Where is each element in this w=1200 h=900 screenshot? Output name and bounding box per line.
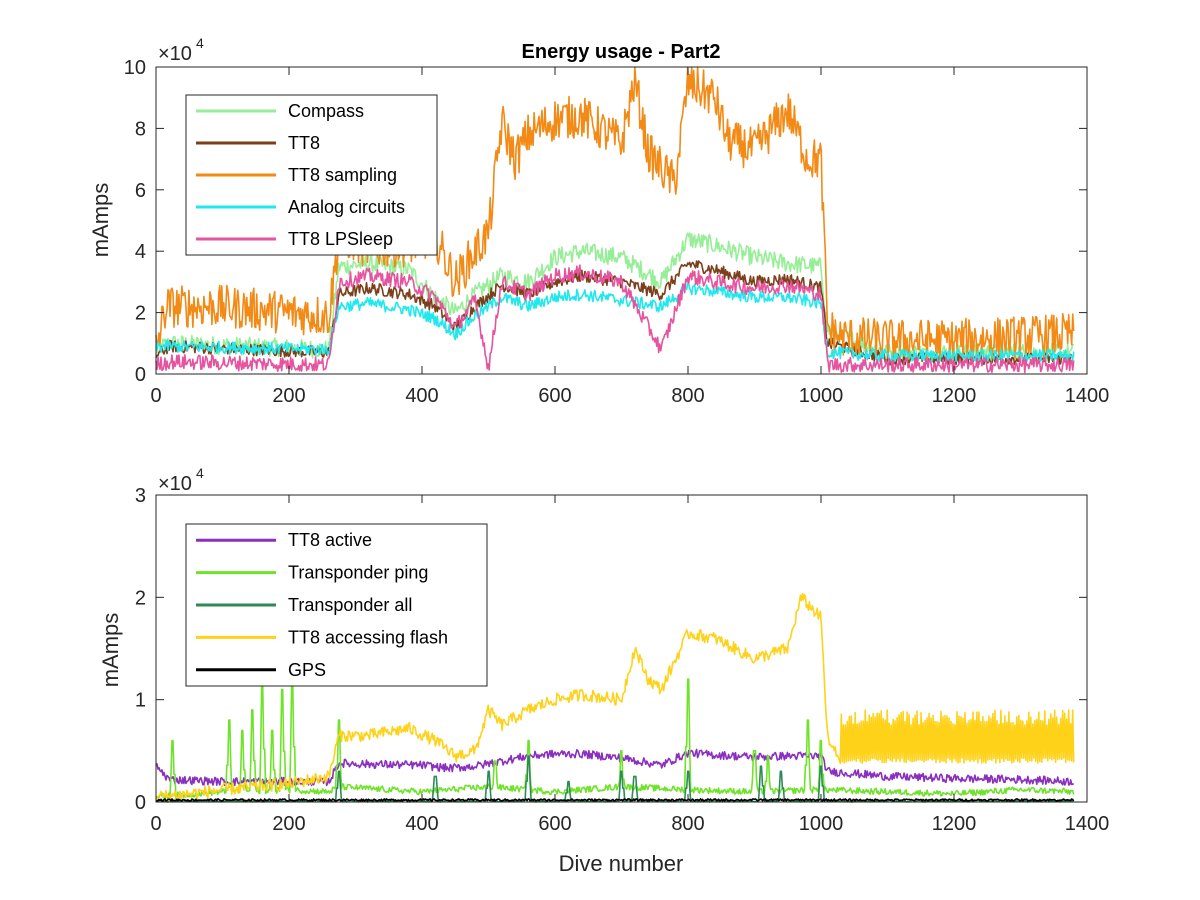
top-x-tick-label: 800 [671, 385, 704, 407]
top-series-line-tt8-lpsleep [155, 264, 1075, 374]
top-x-tick-label: 200 [272, 385, 305, 407]
bottom-plot-frame [155, 494, 1088, 803]
top-ticks: 0 200 400 600 800 1000 1200 1400 0 2 4 6 8 10 [124, 57, 1110, 407]
bottom-legend-entry: TT8 accessing flash [288, 627, 448, 647]
bottom-y-multiplier: ×10 [158, 473, 192, 495]
top-y-tick-label: 8 [135, 118, 146, 140]
top-legend-entry: Analog circuits [288, 197, 405, 217]
top-x-tick-label: 1200 [932, 385, 977, 407]
top-y-exponent: ×10 4 [158, 35, 204, 65]
top-y-tick-label: 0 [135, 364, 146, 386]
top-plot-frame [155, 66, 1088, 375]
bottom-series-line-gps [155, 798, 1075, 802]
bottom-series-line-transponder-ping [155, 678, 1075, 800]
top-y-tick-label: 2 [135, 303, 146, 325]
bottom-x-tick-label: 0 [150, 813, 161, 835]
bottom-y-exponent: ×10 4 [158, 465, 204, 495]
bottom-x-tick-label: 600 [538, 813, 571, 835]
bottom-x-tick-label: 1200 [932, 813, 977, 835]
top-legend: Compass TT8 TT8 sampling Analog circuits TT8… [185, 94, 438, 256]
top-legend-entry: Compass [288, 101, 364, 121]
bottom-y-tick-label: 1 [135, 690, 146, 712]
bottom-y-axis-label: mAmps [98, 613, 123, 688]
top-x-tick-label: 400 [405, 385, 438, 407]
top-x-tick-label: 0 [150, 385, 161, 407]
top-y-exponent-value: 4 [196, 35, 204, 51]
bottom-ticks: 0 200 400 600 800 1000 1200 1400 0 1 2 3 [135, 485, 1109, 835]
bottom-legend-entry: Transponder all [288, 595, 412, 615]
top-y-tick-label: 10 [124, 57, 146, 79]
top-chart-title: Energy usage - Part2 [522, 41, 721, 63]
bottom-legend-entry: TT8 active [288, 530, 372, 550]
top-y-tick-label: 4 [135, 241, 146, 263]
top-y-tick-label: 6 [135, 180, 146, 202]
top-chart: Energy usage - Part2 ×10 4 mAmps 0 200 400… [88, 35, 1109, 407]
top-x-tick-label: 1400 [1065, 385, 1110, 407]
top-y-axis-label: mAmps [88, 183, 113, 258]
bottom-x-tick-label: 800 [671, 813, 704, 835]
top-legend-entry: TT8 LPSleep [288, 229, 393, 249]
bottom-x-tick-label: 400 [405, 813, 438, 835]
top-legend-entry: TT8 sampling [288, 165, 397, 185]
bottom-y-tick-label: 2 [135, 587, 146, 609]
bottom-chart: ×10 4 mAmps Dive number 0 200 400 600 800 100… [98, 465, 1109, 876]
bottom-legend-entry: GPS [288, 660, 326, 680]
top-series-group [155, 66, 1075, 374]
top-series-line-analog-circuits [155, 281, 1075, 363]
bottom-legend: TT8 active Transponder ping Transponder al… [185, 523, 488, 687]
top-series-line-tt8-sampling [155, 66, 1075, 362]
bottom-y-tick-label: 3 [135, 485, 146, 507]
bottom-y-exponent-value: 4 [196, 465, 204, 481]
bottom-series-group [155, 592, 1075, 803]
top-x-tick-label: 600 [538, 385, 571, 407]
bottom-x-tick-label: 1400 [1065, 813, 1110, 835]
bottom-x-tick-label: 200 [272, 813, 305, 835]
bottom-legend-entry: Transponder ping [288, 563, 428, 583]
top-legend-entry: TT8 [288, 133, 320, 153]
top-y-multiplier: ×10 [158, 43, 192, 65]
bottom-x-tick-label: 1000 [799, 813, 844, 835]
bottom-x-axis-label: Dive number [559, 851, 684, 876]
top-x-tick-label: 1000 [799, 385, 844, 407]
bottom-series-line-tt8-accessing-flash [155, 592, 1075, 803]
bottom-y-tick-label: 0 [135, 792, 146, 814]
